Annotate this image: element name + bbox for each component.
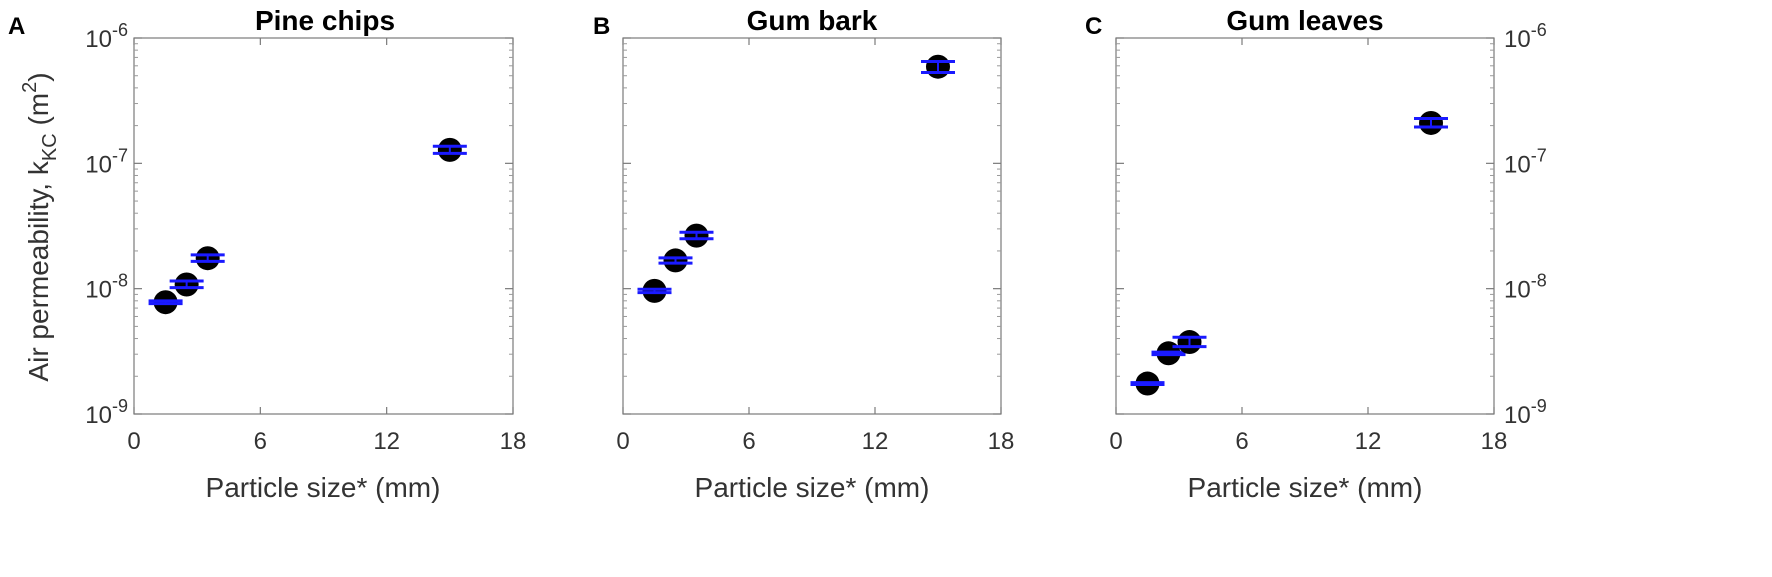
- ticks: 0 6 12 18 10-9 10-8 10-7 10-6: [85, 20, 526, 455]
- y-tick-label: 10-9: [1504, 396, 1547, 429]
- data-marks: [1130, 110, 1448, 396]
- panel-gum-leaves: C Gum leaves Particle size* (mm) 0 6 12 181…: [1085, 5, 1547, 503]
- plot-frame: [622, 37, 1002, 415]
- y-axis-label: Air permeability, kKC (m2): [19, 72, 61, 381]
- panel-letter: C: [1085, 13, 1102, 40]
- panel-letter: A: [8, 13, 25, 40]
- panel-title: Pine chips: [255, 5, 395, 36]
- y-tick-label: 10-6: [85, 20, 128, 53]
- x-tick-label: 12: [862, 428, 889, 455]
- y-tick-label: 10-9: [85, 396, 128, 429]
- axis-frame: [1115, 37, 1495, 415]
- panel-pine-chips: A Pine chips Particle size* (mm) 0 6 12 18 1…: [8, 5, 526, 503]
- panel-title: Gum leaves: [1226, 5, 1383, 36]
- x-tick-label: 18: [500, 428, 527, 455]
- y-tick-label: 10-7: [85, 145, 128, 178]
- x-tick-label: 12: [373, 428, 400, 455]
- x-axis-label: Particle size* (mm): [206, 472, 441, 503]
- y-tick-label: 10-6: [1504, 20, 1547, 53]
- y-tick-label: 10-8: [1504, 271, 1547, 304]
- x-tick-label: 0: [616, 428, 629, 455]
- plot-frame: [1115, 37, 1495, 415]
- axis-frame: [133, 37, 514, 415]
- plot-frame: [133, 37, 514, 415]
- data-marks: [148, 137, 467, 315]
- panel-gum-bark: B Gum bark Particle size* (mm) 0 6 12 18: [593, 5, 1014, 503]
- x-tick-label: 18: [988, 428, 1015, 455]
- x-tick-label: 0: [1109, 428, 1122, 455]
- panel-title: Gum bark: [747, 5, 878, 36]
- axis-frame: [622, 37, 1002, 415]
- y-tick-label: 10-7: [1504, 145, 1547, 178]
- x-tick-label: 18: [1481, 428, 1508, 455]
- x-tick-label: 0: [127, 428, 140, 455]
- y-tick-label: 10-8: [85, 271, 128, 304]
- x-tick-label: 12: [1355, 428, 1382, 455]
- x-axis-label: Particle size* (mm): [695, 472, 930, 503]
- x-tick-label: 6: [254, 428, 267, 455]
- data-marks: [637, 54, 955, 303]
- panel-letter: B: [593, 13, 610, 40]
- x-tick-label: 6: [742, 428, 755, 455]
- x-tick-label: 6: [1235, 428, 1248, 455]
- x-axis-label: Particle size* (mm): [1188, 472, 1423, 503]
- ticks: 0 6 12 18: [616, 37, 1015, 455]
